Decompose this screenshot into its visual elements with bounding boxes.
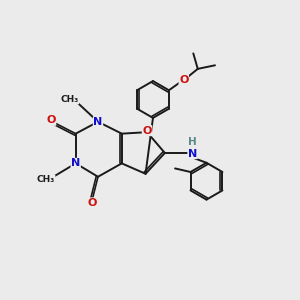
Text: O: O — [46, 115, 56, 125]
Text: N: N — [188, 148, 197, 159]
Text: N: N — [93, 117, 103, 127]
Text: O: O — [87, 198, 97, 208]
Text: H: H — [188, 137, 197, 147]
Text: O: O — [142, 126, 152, 136]
Text: O: O — [179, 75, 188, 85]
Text: CH₃: CH₃ — [61, 95, 79, 104]
Text: N: N — [71, 158, 80, 168]
Text: CH₃: CH₃ — [37, 175, 55, 184]
